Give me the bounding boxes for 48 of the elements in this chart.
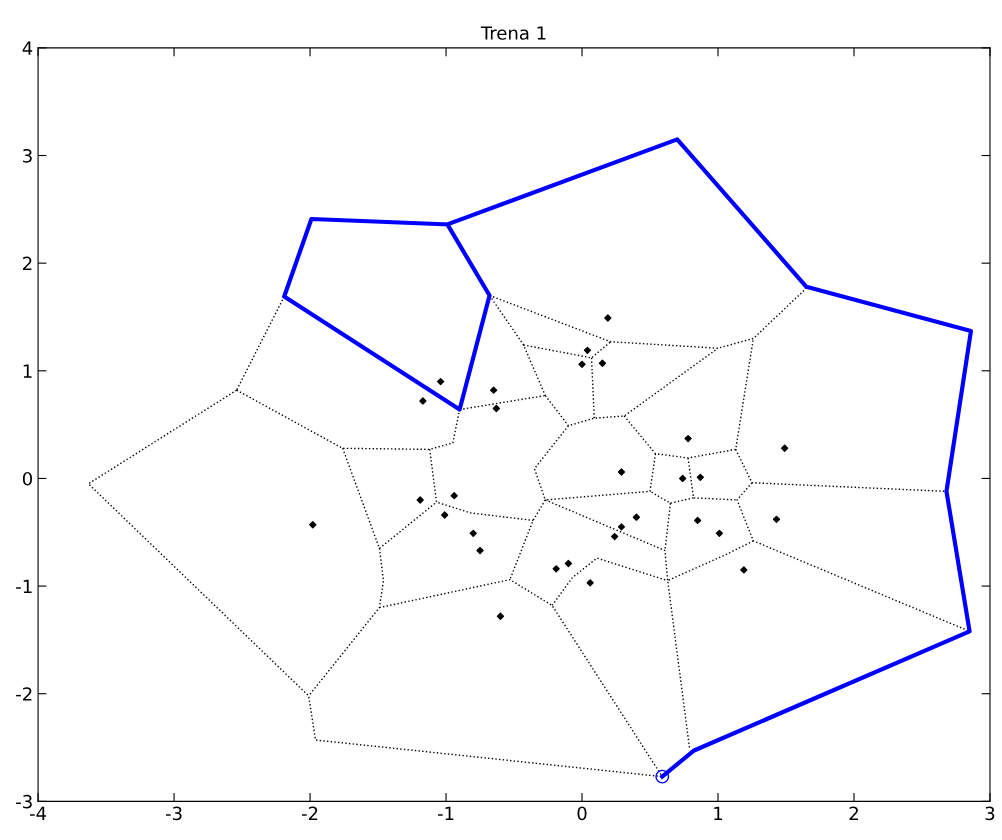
point (611, 532, 619, 541)
point (441, 511, 449, 519)
y-tick-label: 1 (23, 364, 32, 378)
x-tick-label: 2 (849, 806, 858, 820)
x-tick-label: 0 (577, 806, 587, 821)
point (684, 434, 692, 443)
point (419, 397, 427, 405)
point (679, 474, 687, 483)
y-tick-label: 2 (23, 256, 32, 271)
point (469, 529, 477, 537)
x-tick-label: 1 (714, 806, 723, 820)
y-tick-label: -2 (16, 687, 32, 701)
point (309, 521, 317, 529)
point (598, 359, 607, 367)
point (476, 546, 484, 555)
point (450, 492, 458, 500)
point (740, 566, 748, 574)
point (578, 360, 586, 368)
x-tick-label: 3 (985, 806, 995, 821)
y-tick-label: -1 (16, 579, 32, 593)
point (552, 565, 560, 573)
point (632, 513, 641, 521)
point (604, 314, 612, 322)
chart-title: Trena 1 (480, 26, 546, 40)
point (496, 612, 505, 620)
x-tick-label: -2 (301, 806, 318, 820)
point (772, 515, 781, 523)
y-tick-label: -3 (16, 794, 32, 809)
point (436, 377, 445, 386)
point (586, 579, 594, 587)
y-tick-label: 0 (22, 471, 33, 486)
point (617, 523, 626, 531)
point (583, 346, 592, 354)
y-tick-label: 3 (23, 148, 32, 163)
point (696, 473, 704, 482)
point (617, 468, 626, 476)
point (693, 516, 702, 525)
point (715, 529, 724, 537)
x-tick-label: -1 (437, 806, 454, 820)
x-tick-label: -3 (165, 806, 182, 821)
point (492, 404, 500, 413)
point (780, 444, 789, 452)
point (416, 496, 424, 504)
point (564, 559, 573, 568)
y-tick-label: 4 (22, 41, 33, 55)
point (489, 386, 498, 394)
x-tick-label: -4 (29, 806, 47, 820)
point (655, 769, 670, 784)
